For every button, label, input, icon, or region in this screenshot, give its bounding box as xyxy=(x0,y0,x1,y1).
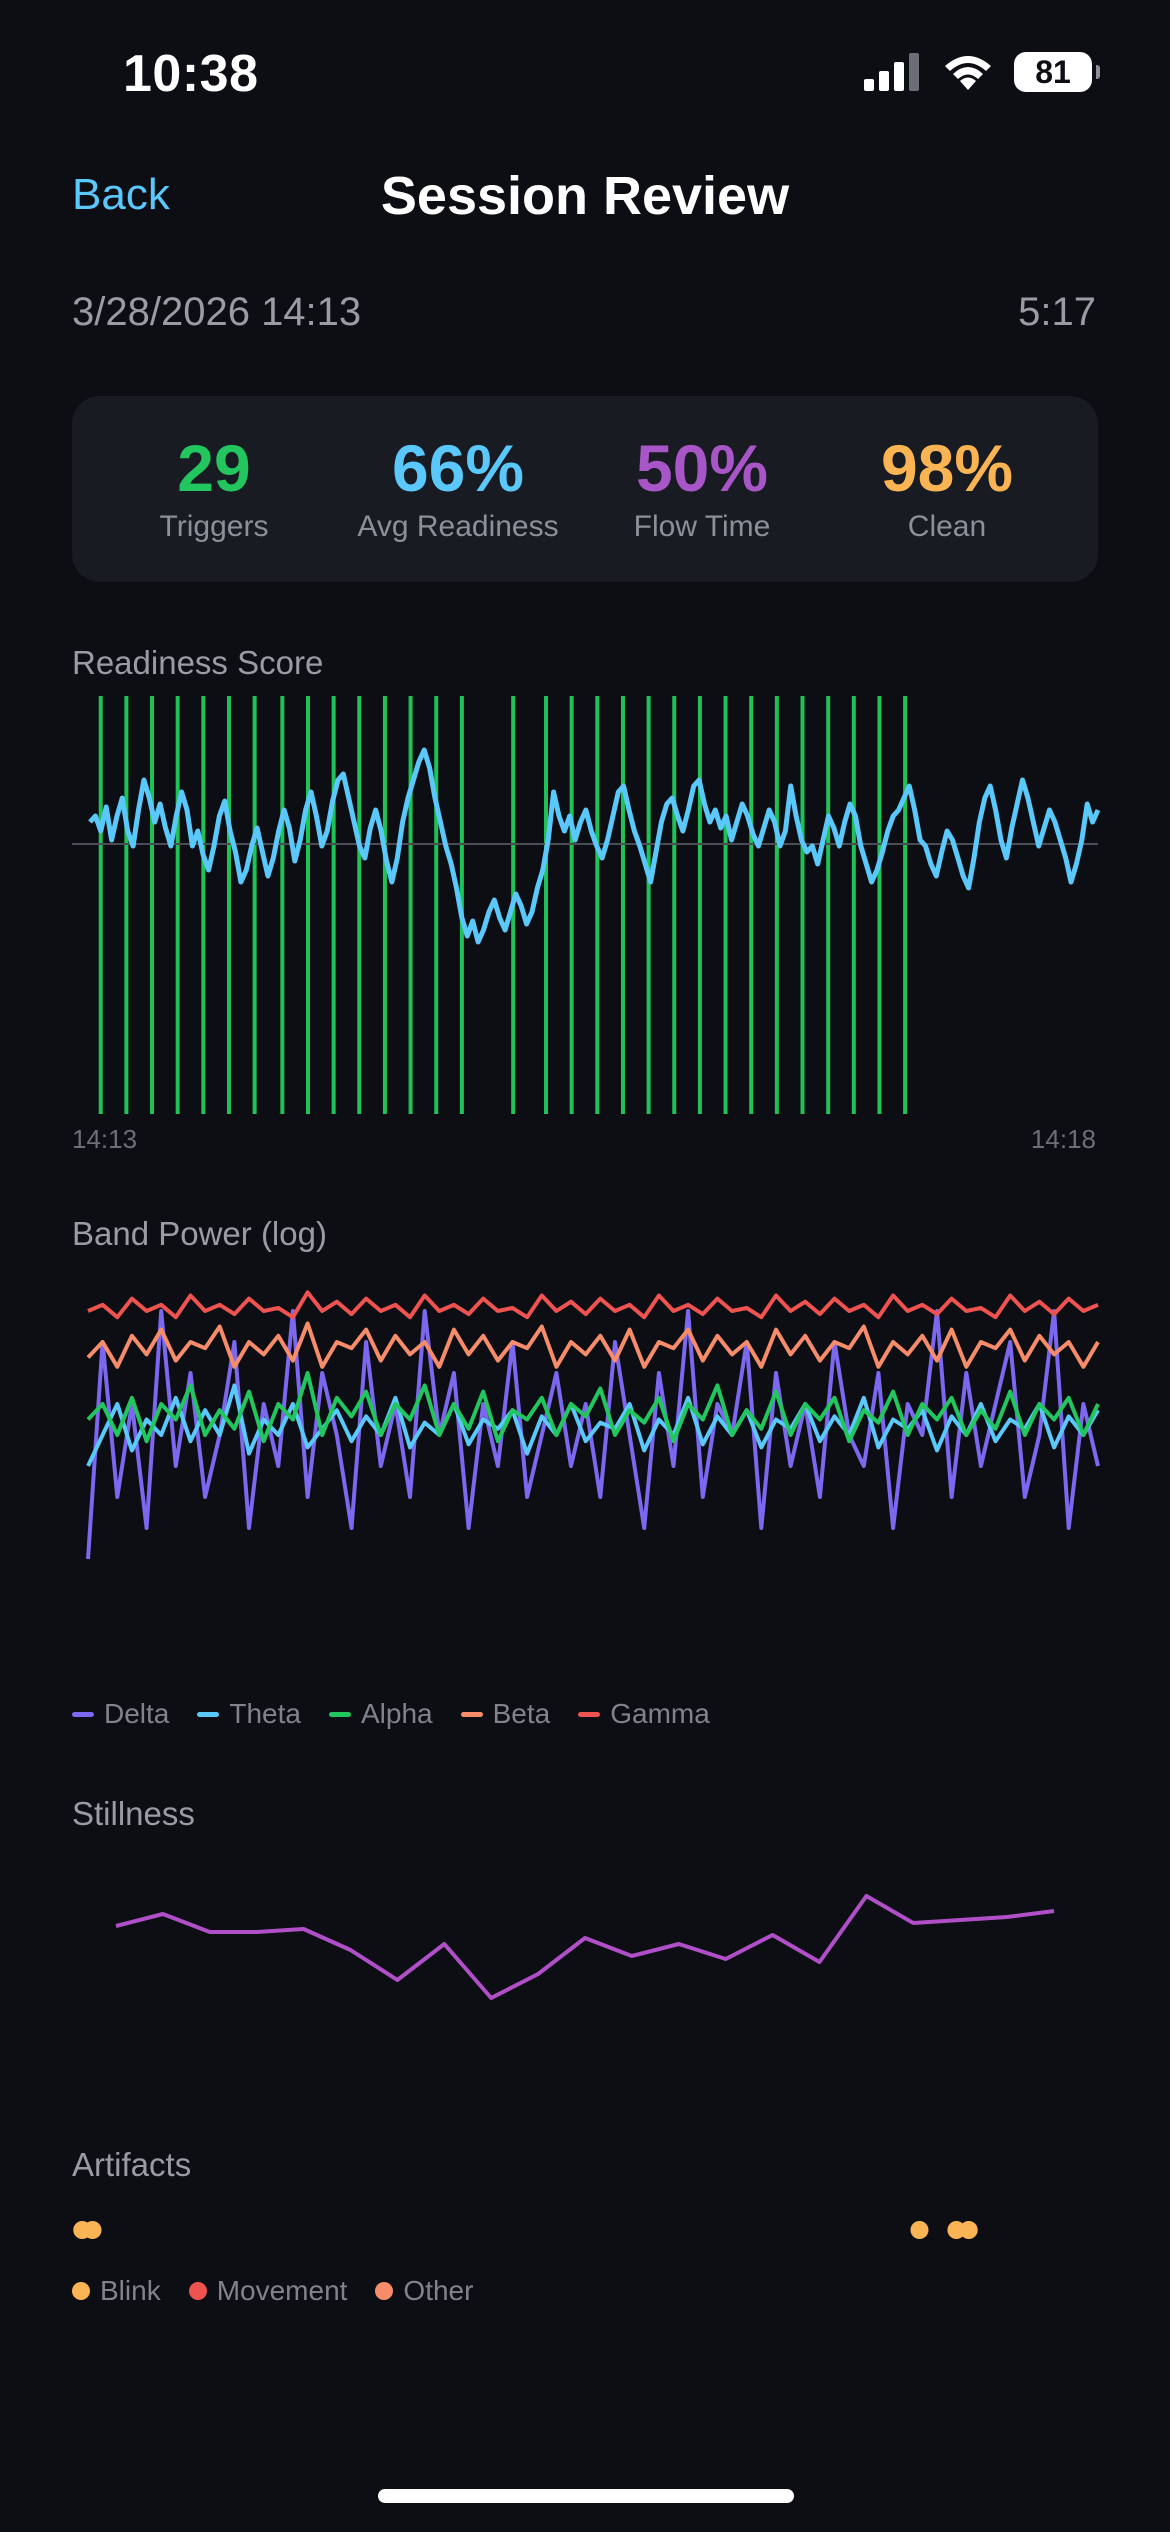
stillness-section-label: Stillness xyxy=(72,1795,195,1832)
stat-value: 50% xyxy=(635,431,769,505)
stat-value: 66% xyxy=(391,431,525,505)
stat-triggers: 29 Triggers xyxy=(104,432,324,544)
session-date: 3/28/2026 14:13 xyxy=(72,290,362,334)
beta-swatch xyxy=(460,1711,483,1717)
stat-label: Triggers xyxy=(159,510,269,543)
battery-icon: 81 xyxy=(1014,52,1100,92)
alpha-swatch xyxy=(328,1711,351,1717)
legend-item-theta: Theta xyxy=(197,1698,301,1730)
band-power-legend: Delta Theta Alpha Beta Gamma xyxy=(72,1698,738,1730)
blink-swatch xyxy=(72,2282,90,2300)
band-series-beta xyxy=(86,1321,1100,1369)
legend-label: Beta xyxy=(492,1698,551,1729)
back-button[interactable]: Back xyxy=(72,170,170,219)
band-power-section-label: Band Power (log) xyxy=(72,1215,327,1252)
other-swatch xyxy=(375,2282,394,2300)
readiness-start-time: 14:13 xyxy=(72,1124,138,1154)
legend-label: Delta xyxy=(104,1698,170,1729)
readiness-chart xyxy=(72,696,1101,1114)
legend-item-gamma: Gamma xyxy=(578,1698,710,1730)
legend-label: Blink xyxy=(100,2275,161,2306)
legend-label: Other xyxy=(403,2275,474,2306)
stat-label: Flow Time xyxy=(633,510,771,543)
readiness-end-time: 14:18 xyxy=(1030,1124,1096,1154)
stat-label: Clean xyxy=(907,510,987,543)
delta-swatch xyxy=(72,1711,94,1717)
legend-item-alpha: Alpha xyxy=(328,1698,433,1730)
legend-item-beta: Beta xyxy=(460,1698,551,1730)
wifi-icon xyxy=(945,56,991,90)
stillness-chart xyxy=(115,1894,1055,2000)
legend-item-movement: Movement xyxy=(188,2275,348,2307)
artifact-blink-dot xyxy=(910,2221,929,2239)
stat-clean: 98% Clean xyxy=(837,432,1057,544)
artifact-blink-dot xyxy=(83,2221,102,2239)
legend-item-other: Other xyxy=(375,2275,473,2307)
legend-item-blink: Blink xyxy=(72,2275,161,2307)
status-time: 10:38 xyxy=(123,45,259,103)
cellular-signal-icon xyxy=(864,53,919,91)
home-indicator xyxy=(378,2489,794,2503)
stat-label: Avg Readiness xyxy=(357,510,559,543)
movement-swatch xyxy=(188,2282,207,2300)
artifacts-legend: Blink Movement Other xyxy=(72,2275,501,2307)
legend-label: Theta xyxy=(229,1698,301,1729)
legend-label: Gamma xyxy=(610,1698,710,1729)
band-series-gamma xyxy=(87,1290,1099,1320)
stats-card: 29 Triggers 66% Avg Readiness 50% Flow T… xyxy=(72,396,1098,582)
band-series-theta xyxy=(86,1383,1100,1467)
stillness-line xyxy=(115,1894,1055,2000)
artifact-blink-dot xyxy=(947,2221,966,2239)
stat-value: 98% xyxy=(880,431,1014,505)
theta-swatch xyxy=(197,1711,220,1717)
session-duration: 5:17 xyxy=(1018,290,1096,334)
artifact-blink-dot xyxy=(959,2221,978,2239)
page-title: Session Review xyxy=(380,166,790,226)
legend-label: Alpha xyxy=(360,1698,433,1729)
artifacts-chart xyxy=(73,2221,978,2239)
band-series-alpha xyxy=(86,1371,1100,1444)
readiness-line xyxy=(88,747,1101,945)
legend-label: Movement xyxy=(216,2275,348,2306)
status-icons: 81 xyxy=(864,52,1100,92)
stat-avg-readiness: 66% Avg Readiness xyxy=(348,432,568,544)
band-series-delta xyxy=(86,1309,1100,1560)
gamma-swatch xyxy=(578,1711,601,1717)
legend-item-delta: Delta xyxy=(72,1698,169,1730)
artifacts-section-label: Artifacts xyxy=(72,2146,192,2183)
stat-flow-time: 50% Flow Time xyxy=(592,432,812,544)
stat-value: 29 xyxy=(177,431,251,505)
battery-level: 81 xyxy=(1035,53,1071,90)
readiness-section-label: Readiness Score xyxy=(72,644,324,681)
band-power-chart xyxy=(86,1290,1100,1560)
